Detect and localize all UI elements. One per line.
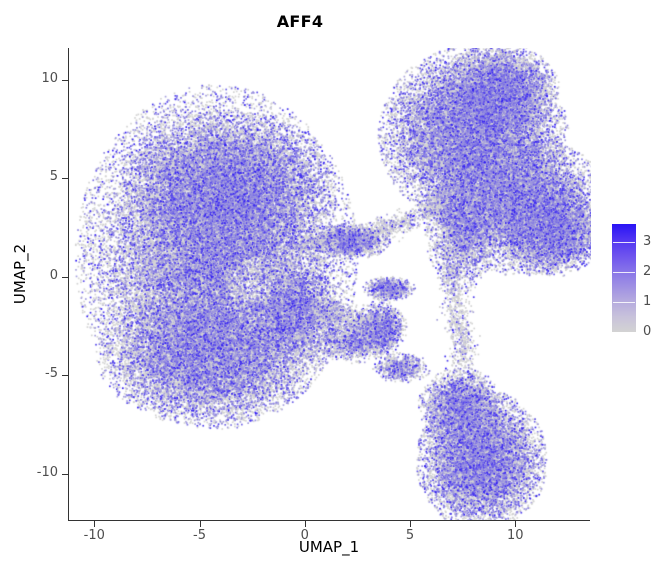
colorbar-tick-label: 0	[643, 324, 652, 339]
colorbar-gradient	[612, 224, 636, 332]
x-tick-mark	[515, 521, 517, 527]
colorbar-tick-mark	[613, 242, 635, 243]
x-tick-label: -10	[83, 528, 105, 543]
y-tick-mark	[62, 473, 68, 475]
y-tick-mark	[62, 276, 68, 278]
colorbar-tick-mark	[613, 302, 635, 303]
y-tick-label: 10	[41, 70, 58, 86]
y-axis-line	[68, 48, 69, 521]
x-tick-mark	[409, 521, 411, 527]
x-axis-label: UMAP_1	[298, 538, 360, 556]
x-tick-label: -5	[193, 528, 206, 543]
y-tick-mark	[62, 178, 68, 180]
x-axis-line	[68, 520, 590, 521]
x-tick-mark	[199, 521, 201, 527]
y-tick-label: -5	[45, 366, 58, 382]
y-axis-label: UMAP_2	[11, 243, 29, 305]
colorbar-tick-mark	[613, 272, 635, 273]
x-tick-mark	[304, 521, 306, 527]
x-tick-mark	[94, 521, 96, 527]
page-title: AFF4	[276, 12, 324, 31]
y-tick-mark	[62, 79, 68, 81]
colorbar-tick-label: 2	[643, 264, 652, 279]
y-tick-label: -10	[36, 464, 58, 480]
x-tick-label: 10	[506, 528, 524, 543]
y-tick-mark	[62, 375, 68, 377]
colorbar-tick-label: 3	[643, 234, 652, 249]
colorbar-tick-label: 1	[643, 294, 652, 309]
x-tick-label: 0	[300, 528, 309, 543]
y-tick-label: 5	[49, 169, 58, 185]
scatter-plot-area	[69, 48, 591, 521]
x-tick-label: 5	[405, 528, 415, 543]
y-tick-label: 0	[49, 267, 58, 283]
colorbar-legend: 3 2 1 0	[612, 222, 670, 340]
